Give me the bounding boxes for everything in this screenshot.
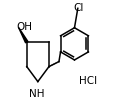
Text: NH: NH bbox=[29, 89, 45, 99]
Text: Cl: Cl bbox=[73, 3, 84, 13]
Text: OH: OH bbox=[17, 22, 33, 32]
Text: HCl: HCl bbox=[79, 76, 97, 86]
Polygon shape bbox=[18, 27, 28, 43]
